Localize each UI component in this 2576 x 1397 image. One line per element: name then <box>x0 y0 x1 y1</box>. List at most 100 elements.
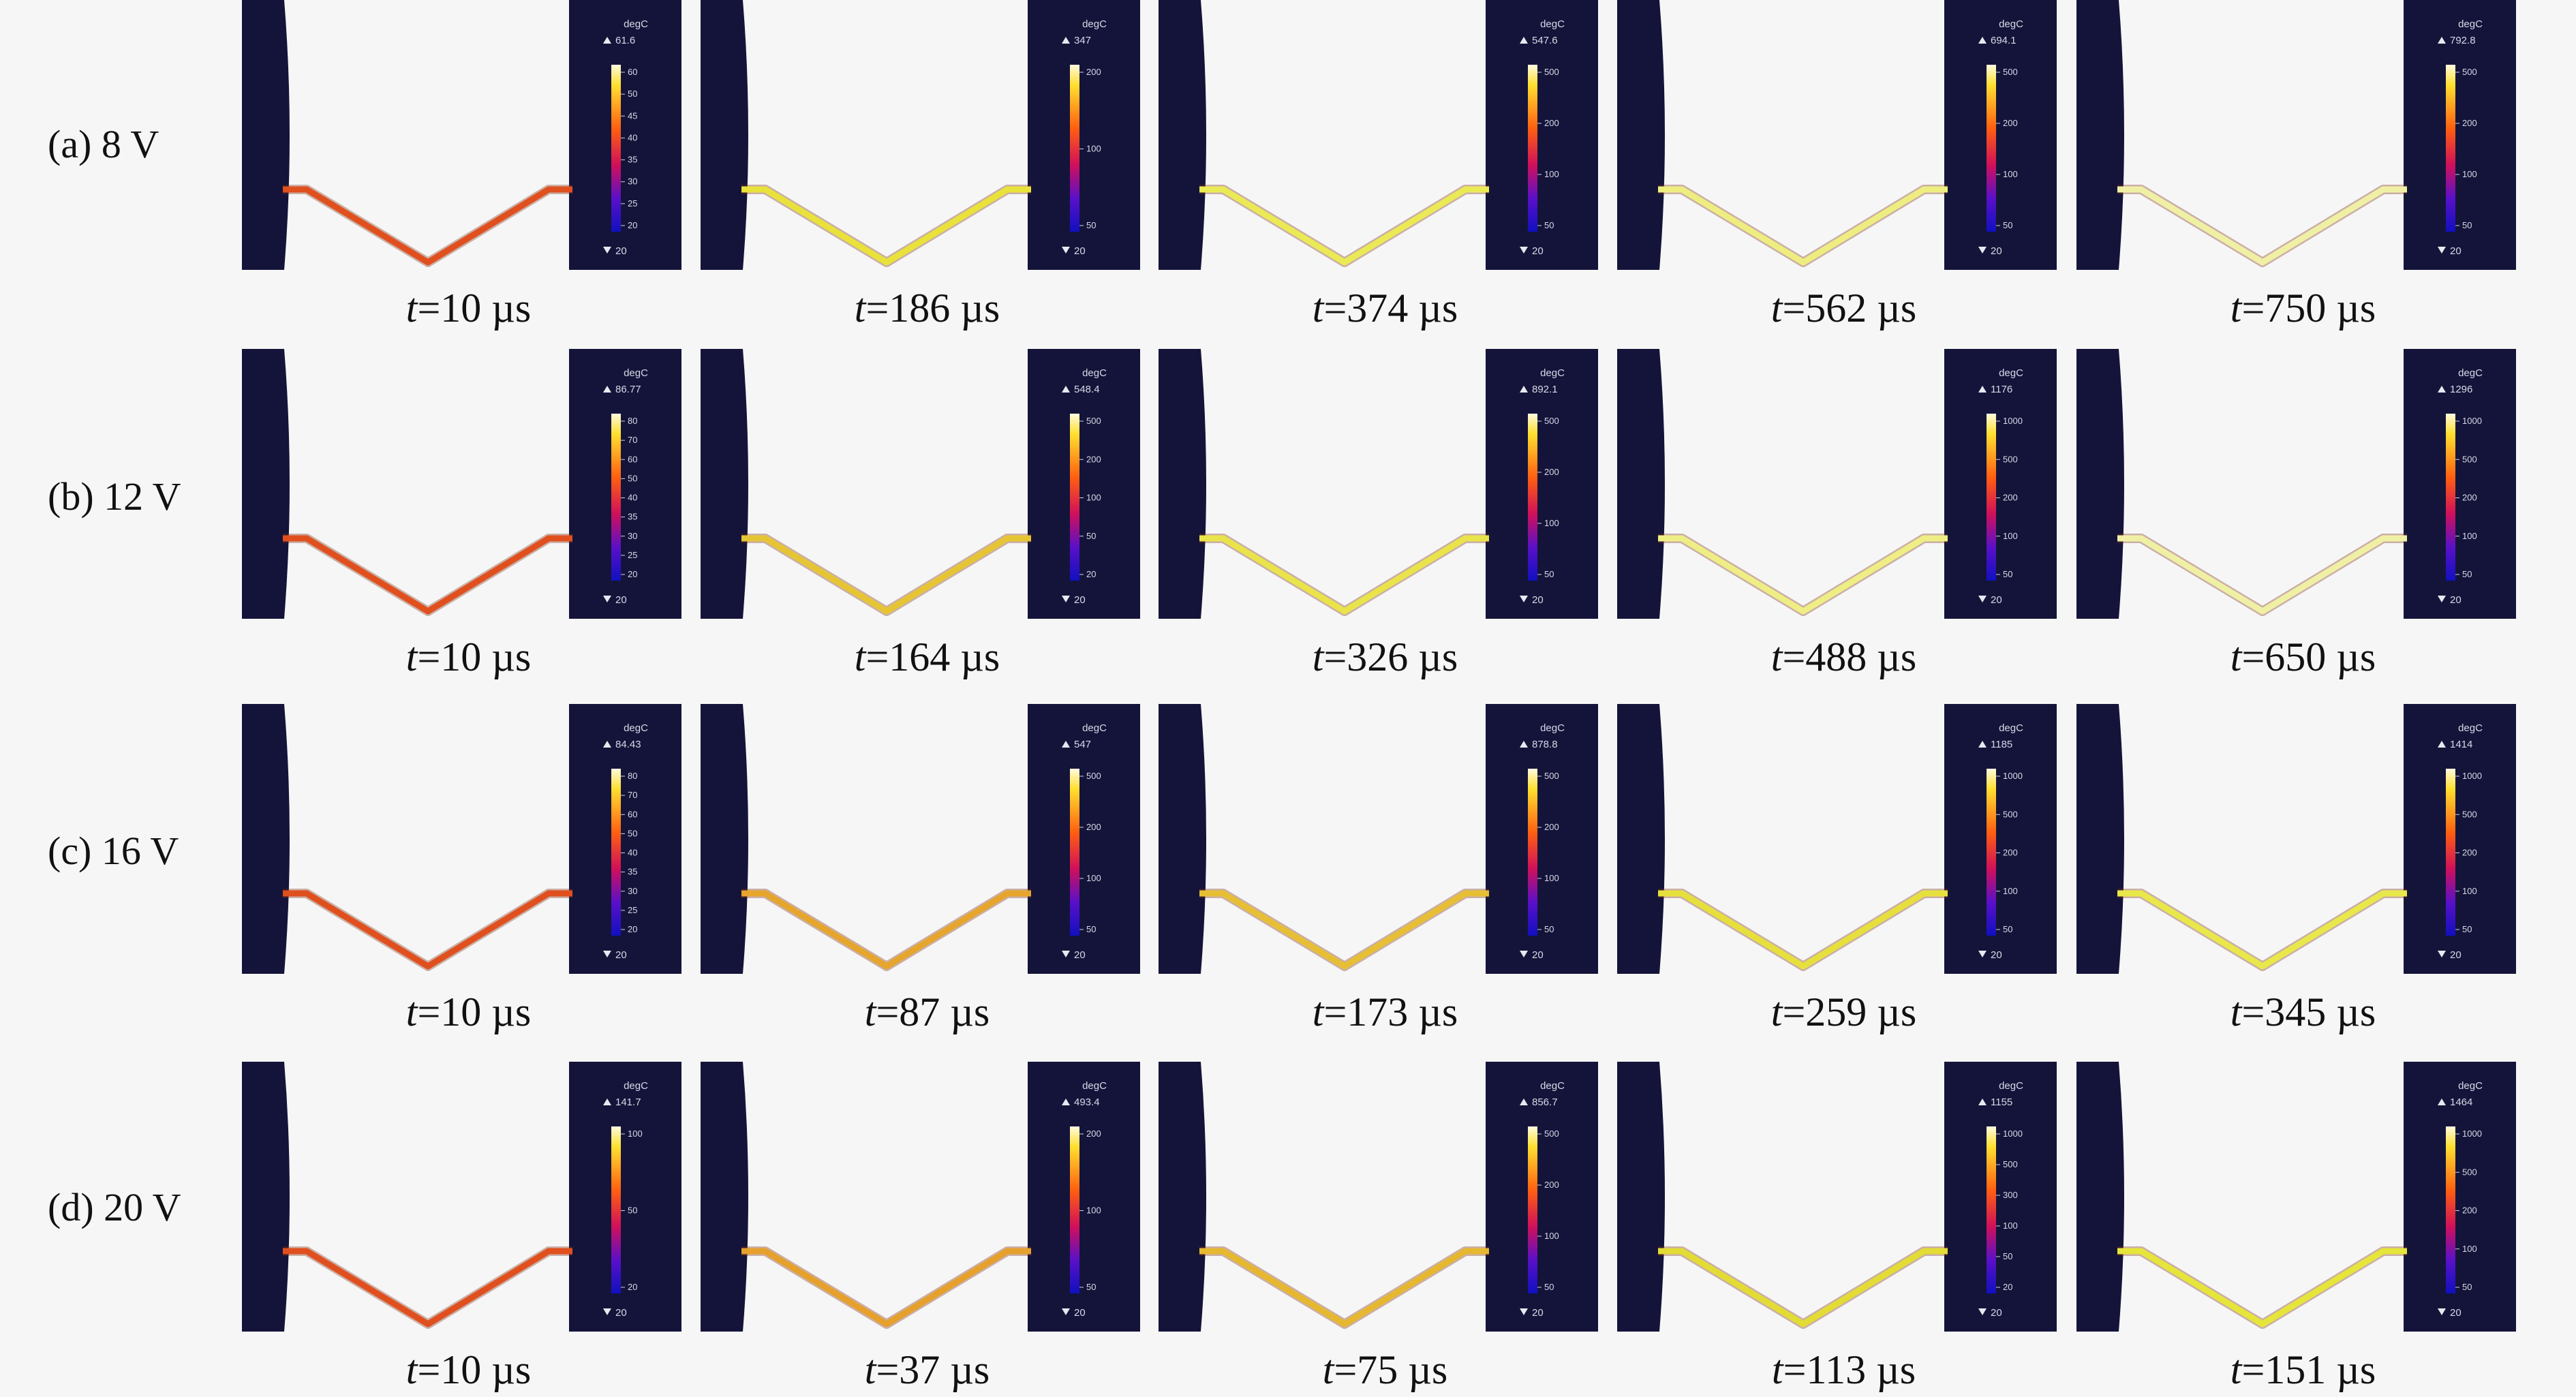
max-arrow-icon <box>2438 1099 2446 1105</box>
equals-sign: = <box>876 1347 900 1392</box>
colorbar <box>1528 769 1537 936</box>
max-arrow-icon <box>1978 741 1987 748</box>
equals-sign: = <box>2241 989 2265 1034</box>
colorbar-tick-label: 40 <box>628 493 637 503</box>
heater-wire <box>283 890 572 970</box>
colorbar-tick-label: 500 <box>1086 771 1101 781</box>
colorbar-tick-label: 200 <box>2462 848 2477 858</box>
colorbar-tick-label: 100 <box>1544 169 1559 179</box>
legend-min: 20 <box>1074 949 1086 961</box>
colorbar-tick-label: 100 <box>1086 144 1101 154</box>
colorbar <box>611 769 621 936</box>
equals-sign: = <box>2241 286 2265 331</box>
min-arrow-icon <box>1062 951 1070 957</box>
legend-unit: degC <box>1540 18 1565 30</box>
temperature-field: degC 547.6 500 200 100 50 20 <box>1159 0 1598 270</box>
legend-panel <box>1944 0 2057 270</box>
legend-max: 1296 <box>2450 384 2472 395</box>
time-symbol: t <box>405 1347 418 1392</box>
time-label: t=164 µs <box>701 634 1154 681</box>
max-arrow-icon <box>1520 386 1528 393</box>
heater-wire <box>283 535 572 615</box>
min-arrow-icon <box>2438 951 2446 957</box>
heater-wire <box>2117 890 2407 970</box>
colorbar-tick-label: 50 <box>2003 569 2012 579</box>
colorbar-tick-label: 100 <box>2003 886 2018 896</box>
left-pad <box>1159 0 1206 270</box>
min-arrow-icon <box>2438 1308 2446 1315</box>
min-arrow-icon <box>1978 596 1987 602</box>
legend-max: 1155 <box>1991 1096 2012 1108</box>
legend-min: 20 <box>1532 245 1544 257</box>
time-value: 87 µs <box>899 989 990 1034</box>
colorbar <box>1070 1126 1079 1293</box>
max-arrow-icon <box>2438 386 2446 393</box>
colorbar <box>2446 769 2455 936</box>
max-arrow-icon <box>603 37 611 44</box>
max-arrow-icon <box>1062 386 1070 393</box>
legend-unit: degC <box>1540 1080 1565 1092</box>
min-arrow-icon <box>1978 247 1987 254</box>
colorbar-tick-label: 100 <box>2462 531 2477 541</box>
equals-sign: = <box>1782 286 1806 331</box>
colorbar-tick-label: 20 <box>628 924 637 934</box>
min-arrow-icon <box>1062 596 1070 602</box>
legend-min: 20 <box>1991 245 2002 257</box>
equals-sign: = <box>1323 286 1347 331</box>
time-label: t=87 µs <box>701 989 1154 1036</box>
colorbar-tick-label: 200 <box>1544 467 1559 477</box>
legend-min: 20 <box>2450 949 2462 961</box>
colorbar-tick-label: 60 <box>628 809 637 819</box>
time-symbol: t <box>1312 989 1324 1034</box>
simulation-panel: degC 84.43 80 70 60 50 40 35 30 25 20 20 <box>242 704 695 974</box>
colorbar <box>1987 769 1996 936</box>
legend-max: 892.1 <box>1532 384 1558 395</box>
legend-unit: degC <box>2458 722 2483 734</box>
colorbar-tick-label: 50 <box>2003 1251 2012 1261</box>
colorbar-tick-label: 50 <box>1086 1282 1096 1292</box>
max-arrow-icon <box>1062 1099 1070 1105</box>
left-pad <box>2076 349 2124 619</box>
legend-unit: degC <box>1082 722 1107 734</box>
colorbar-tick-label: 500 <box>1086 416 1101 426</box>
legend-max: 856.7 <box>1532 1096 1558 1108</box>
time-value: 650 µs <box>2265 634 2376 679</box>
simulation-panel: degC 878.8 500 200 100 50 20 <box>1159 704 1612 974</box>
legend-max: 792.8 <box>2450 35 2476 46</box>
legend-panel <box>1944 704 2057 974</box>
min-arrow-icon <box>1978 951 1987 957</box>
min-arrow-icon <box>603 596 611 602</box>
max-arrow-icon <box>1978 386 1987 393</box>
legend-unit: degC <box>2458 1080 2483 1092</box>
heater-wire <box>1199 1248 1489 1327</box>
time-symbol: t <box>854 634 866 679</box>
equals-sign: = <box>1334 1347 1358 1392</box>
equals-sign: = <box>1323 989 1347 1034</box>
legend-min: 20 <box>615 949 627 961</box>
time-symbol: t <box>405 989 418 1034</box>
legend-panel <box>2404 1062 2516 1332</box>
colorbar-tick-label: 100 <box>628 1129 643 1139</box>
heater-wire <box>1199 890 1489 970</box>
colorbar-tick-label: 500 <box>2462 809 2477 819</box>
colorbar-tick-label: 70 <box>628 435 637 445</box>
min-arrow-icon <box>603 1308 611 1315</box>
legend-min: 20 <box>1991 594 2002 606</box>
colorbar-tick-label: 50 <box>628 473 637 483</box>
simulation-panel: degC 61.6 60 50 45 40 35 30 25 20 20 <box>242 0 695 270</box>
simulation-panel: degC 347 200 100 50 20 <box>701 0 1154 270</box>
colorbar <box>1070 65 1079 232</box>
left-pad <box>242 1062 290 1332</box>
row-label: (b) 12 V <box>48 474 181 519</box>
time-symbol: t <box>1312 634 1324 679</box>
colorbar-tick-label: 20 <box>2003 1282 2012 1292</box>
simulation-panel: degC 856.7 500 200 100 50 20 <box>1159 1062 1612 1332</box>
colorbar <box>1987 414 1996 581</box>
colorbar-tick-label: 500 <box>1544 67 1559 77</box>
colorbar <box>1987 1126 1996 1293</box>
legend-unit: degC <box>1999 367 2023 379</box>
left-pad <box>242 349 290 619</box>
legend-unit: degC <box>1540 367 1565 379</box>
colorbar-tick-label: 50 <box>2462 1282 2472 1292</box>
heater-wire <box>2117 186 2407 266</box>
